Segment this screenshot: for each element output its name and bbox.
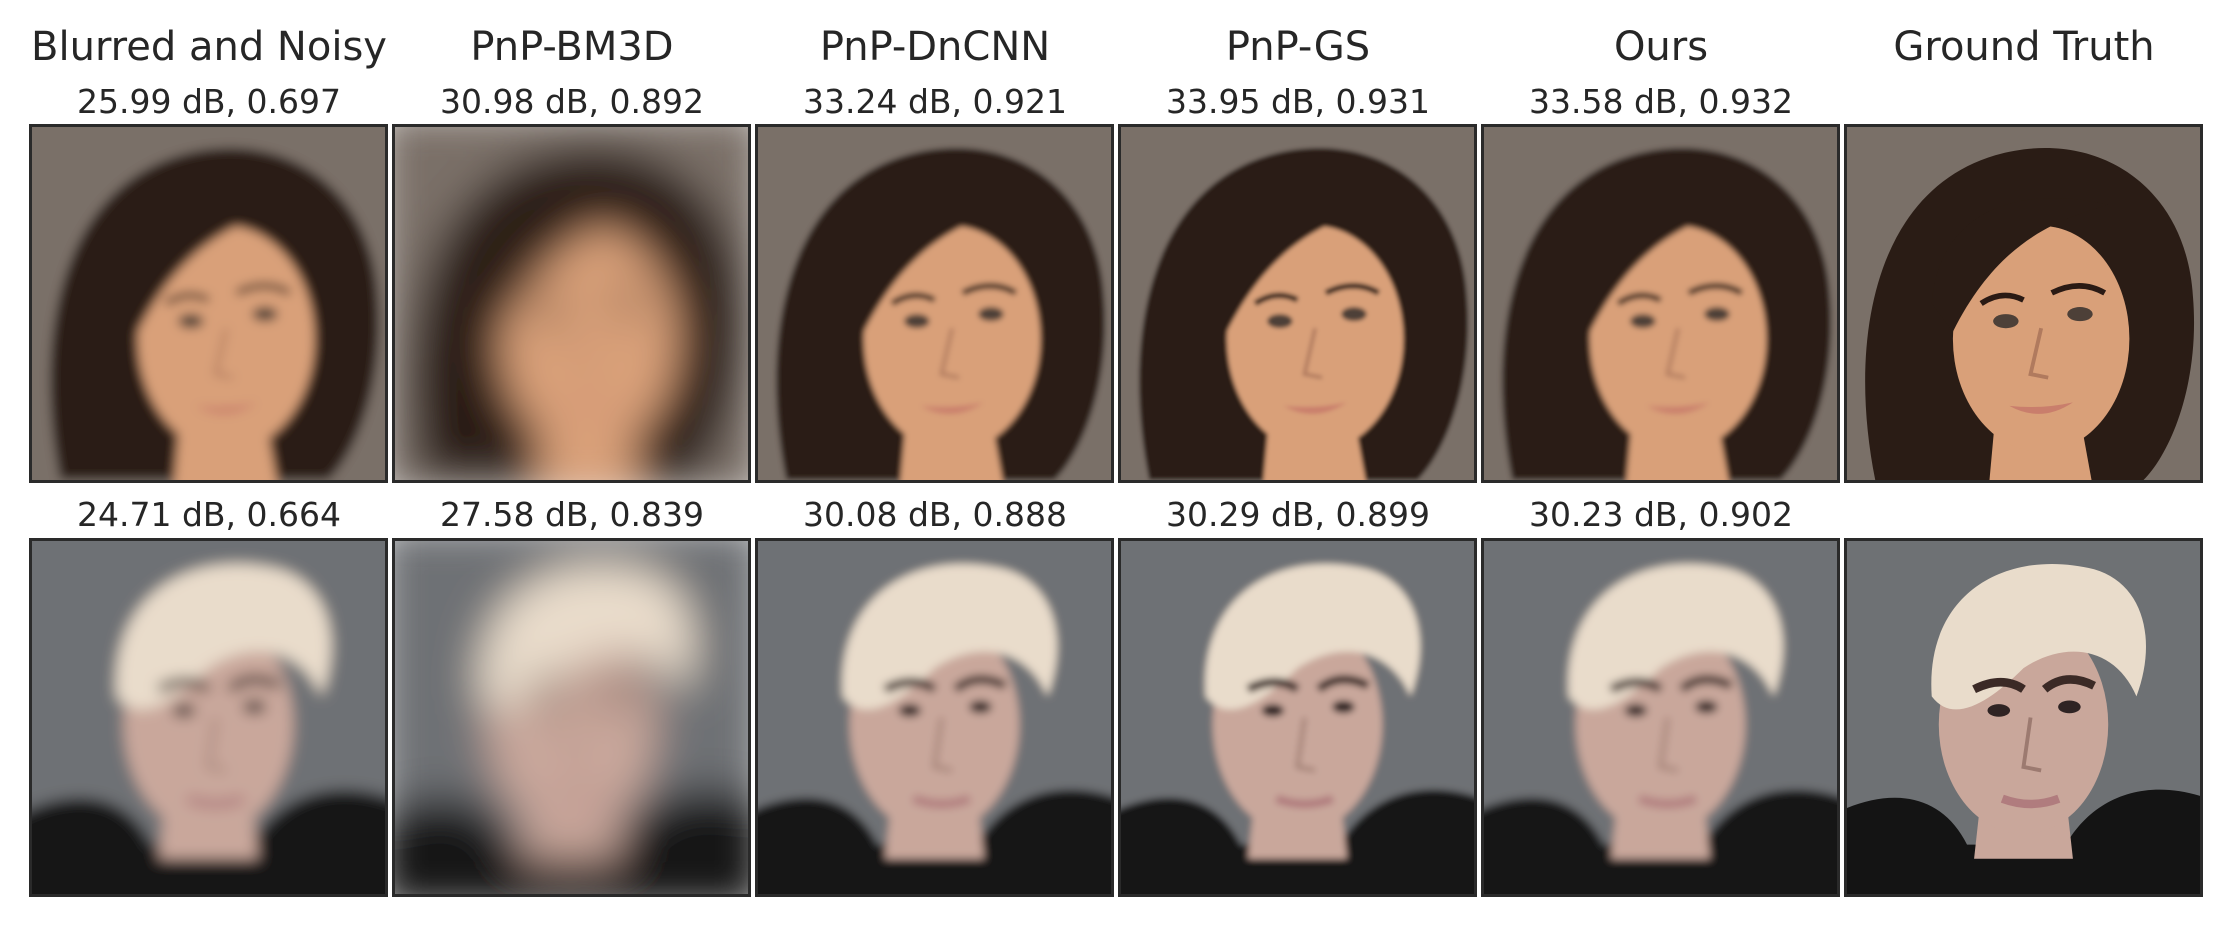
column-title: PnP-DnCNN bbox=[819, 24, 1051, 70]
metric-label: 24.71 dB, 0.664 bbox=[77, 495, 341, 534]
face-image bbox=[392, 538, 751, 897]
face-image bbox=[29, 124, 388, 483]
portrait-illustration bbox=[1847, 127, 2200, 480]
metric-label: 30.29 dB, 0.899 bbox=[1166, 495, 1430, 534]
metric-label: 33.24 dB, 0.921 bbox=[803, 82, 1067, 121]
portrait-illustration bbox=[758, 127, 1111, 480]
face-image bbox=[29, 538, 388, 897]
portrait-illustration bbox=[1484, 541, 1837, 894]
metric-label: 30.08 dB, 0.888 bbox=[803, 495, 1067, 534]
portrait-illustration bbox=[1847, 541, 2200, 894]
face-image bbox=[1844, 124, 2203, 483]
portrait-illustration bbox=[395, 127, 748, 480]
metric-label: 33.58 dB, 0.932 bbox=[1529, 82, 1793, 121]
face-image bbox=[1481, 124, 1840, 483]
metric-label: 27.58 dB, 0.839 bbox=[440, 495, 704, 534]
face-image bbox=[1481, 538, 1840, 897]
metric-label: 25.99 dB, 0.697 bbox=[77, 82, 341, 121]
metric-label: 33.95 dB, 0.931 bbox=[1166, 82, 1430, 121]
face-image bbox=[1844, 538, 2203, 897]
face-image bbox=[1118, 124, 1477, 483]
column-title: PnP-GS bbox=[1225, 24, 1371, 70]
face-image bbox=[1118, 538, 1477, 897]
face-image bbox=[755, 538, 1114, 897]
column-title: Ground Truth bbox=[1893, 24, 2155, 70]
portrait-illustration bbox=[32, 541, 385, 894]
face-image bbox=[392, 124, 751, 483]
portrait-illustration bbox=[395, 541, 748, 894]
portrait-illustration bbox=[1121, 541, 1474, 894]
metric-label: 30.98 dB, 0.892 bbox=[440, 82, 704, 121]
portrait-illustration bbox=[758, 541, 1111, 894]
column-title: Ours bbox=[1613, 24, 1709, 70]
portrait-illustration bbox=[1484, 127, 1837, 480]
metric-label: 30.23 dB, 0.902 bbox=[1529, 495, 1793, 534]
column-title: Blurred and Noisy bbox=[31, 24, 387, 70]
portrait-illustration bbox=[1121, 127, 1474, 480]
portrait-illustration bbox=[32, 127, 385, 480]
face-image bbox=[755, 124, 1114, 483]
column-title: PnP-BM3D bbox=[470, 24, 674, 70]
